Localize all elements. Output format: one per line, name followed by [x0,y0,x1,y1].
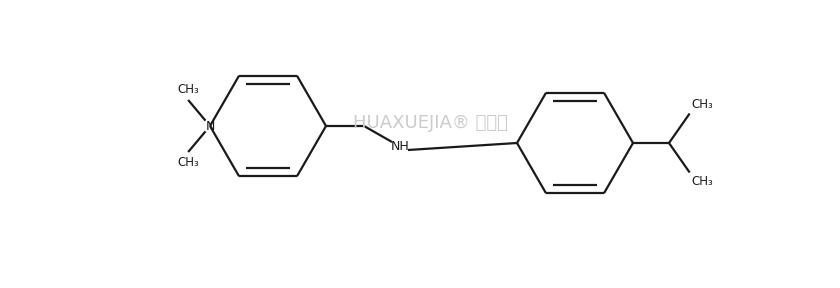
Text: CH₃: CH₃ [691,175,713,188]
Text: NH: NH [391,139,409,153]
Text: CH₃: CH₃ [691,98,713,111]
Text: CH₃: CH₃ [177,156,199,169]
Text: N: N [205,120,215,132]
Text: HUAXUEJIA® 化学加: HUAXUEJIA® 化学加 [353,114,507,132]
Text: CH₃: CH₃ [177,83,199,96]
